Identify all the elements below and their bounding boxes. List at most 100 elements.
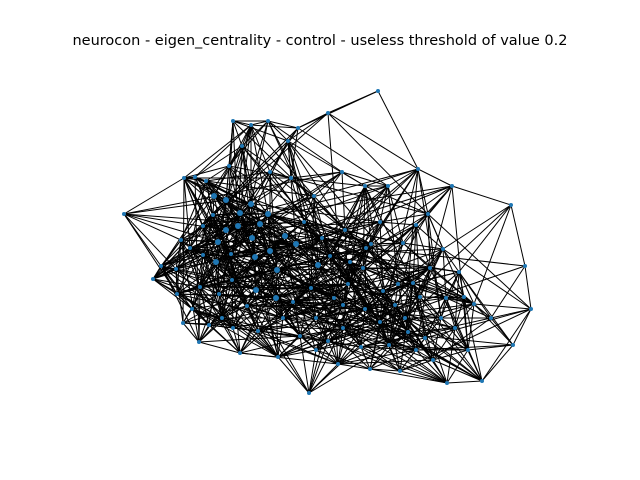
graph-edge — [512, 308, 532, 346]
graph-edge — [239, 120, 269, 214]
graph-node — [211, 193, 217, 199]
graph-edge — [349, 261, 414, 284]
graph-node — [245, 304, 249, 308]
graph-edge — [180, 239, 234, 329]
graph-edge — [183, 177, 219, 243]
graph-edge — [327, 112, 429, 215]
graph-edge — [310, 287, 317, 319]
graph-node — [266, 119, 270, 123]
graph-edge — [308, 349, 317, 394]
graph-edge — [290, 177, 367, 249]
graph-edge — [370, 221, 381, 245]
graph-edge — [303, 221, 319, 266]
graph-node — [207, 323, 211, 327]
graph-edge — [277, 317, 284, 358]
graph-node — [276, 355, 280, 359]
graph-edge — [199, 267, 364, 288]
graph-edge — [230, 140, 289, 255]
graph-node — [217, 292, 221, 296]
graph-edge — [175, 268, 233, 281]
graph-edge — [232, 120, 252, 126]
graph-node — [364, 246, 368, 250]
graph-edge — [440, 317, 469, 351]
graph-edge — [180, 180, 207, 241]
graph-edge — [282, 317, 390, 346]
graph-edge — [415, 224, 421, 298]
graph-node — [406, 330, 410, 334]
graph-edge — [473, 303, 532, 310]
graph-edge — [524, 265, 532, 310]
graph-edge — [218, 293, 284, 319]
graph-edge — [180, 225, 204, 241]
graph-edge — [388, 344, 401, 372]
graph-edge — [267, 120, 299, 129]
graph-edge — [212, 214, 227, 231]
graph-edge — [299, 335, 317, 351]
graph-node — [376, 89, 380, 93]
graph-node — [326, 339, 330, 343]
graph-edge — [379, 242, 404, 323]
graph-node — [238, 351, 242, 355]
graph-edge — [490, 308, 532, 319]
graph-node — [230, 278, 234, 282]
graph-edge — [205, 180, 214, 216]
graph-edge — [315, 261, 351, 319]
graph-node — [453, 326, 457, 330]
graph-node — [341, 326, 345, 330]
graph-node — [151, 277, 155, 281]
graph-edge — [297, 127, 389, 187]
graph-edge — [225, 229, 256, 258]
graph-edge — [202, 241, 219, 256]
graph-node — [381, 289, 385, 293]
graph-node — [387, 343, 391, 347]
graph-edge — [180, 239, 201, 288]
graph-edge — [327, 112, 419, 170]
graph-edge — [397, 283, 421, 298]
graph-edge — [183, 165, 230, 179]
graph-edge — [481, 344, 514, 382]
graph-edge — [259, 223, 351, 263]
graph-edge — [267, 120, 289, 142]
graph-edge — [183, 177, 191, 249]
graph-edge — [424, 317, 442, 339]
graph-edge — [379, 321, 409, 333]
graph-edge — [394, 282, 414, 306]
graph-edge — [440, 271, 460, 319]
graph-edge — [432, 327, 456, 361]
graph-edge — [379, 221, 404, 244]
graph-edge — [429, 267, 460, 273]
graph-node — [231, 119, 235, 123]
graph-node — [343, 228, 347, 232]
graph-edge — [189, 247, 284, 319]
graph-edge — [315, 331, 409, 351]
graph-edge — [123, 213, 182, 241]
graph-edge — [269, 171, 346, 231]
graph-edge — [250, 120, 269, 126]
graph-edge — [463, 296, 483, 382]
graph-node — [418, 295, 422, 299]
graph-edge — [388, 248, 444, 346]
graph-edge — [321, 237, 351, 263]
graph-node — [523, 264, 527, 268]
graph-node — [249, 235, 255, 241]
graph-edge — [182, 322, 200, 343]
graph-edge — [228, 165, 367, 249]
graph-edge — [369, 368, 401, 372]
graph-edge — [321, 237, 381, 323]
graph-node — [426, 212, 430, 216]
graph-edge — [417, 168, 453, 187]
graph-edge — [228, 120, 234, 167]
graph-edge — [388, 344, 417, 351]
graph-edge — [269, 235, 286, 252]
graph-edge — [230, 253, 256, 258]
graph-node — [439, 316, 443, 320]
graph-edge — [342, 304, 366, 310]
graph-node — [336, 362, 340, 366]
graph-node — [223, 227, 229, 233]
graph-edge — [404, 271, 460, 319]
graph-edge — [239, 327, 344, 354]
graph-edge — [360, 331, 409, 348]
graph-node — [363, 184, 367, 188]
graph-edge — [432, 349, 469, 361]
graph-node — [237, 210, 243, 216]
